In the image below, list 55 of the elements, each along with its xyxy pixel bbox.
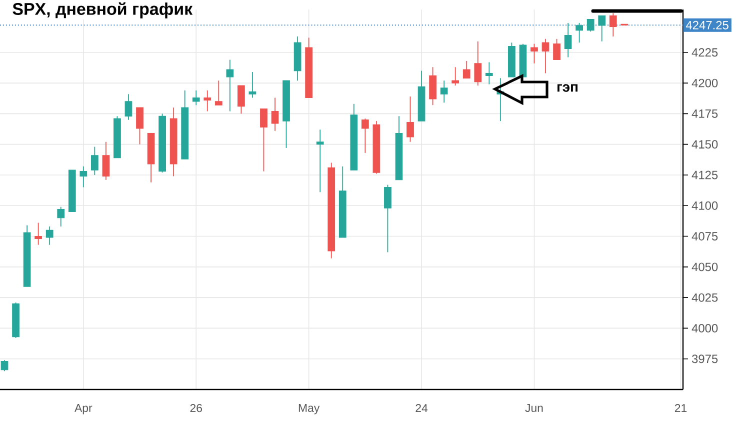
candlestick: [485, 62, 493, 85]
candlestick: [576, 22, 583, 44]
y-tick-label: 3975: [692, 354, 718, 364]
x-tick-label: May: [298, 404, 320, 414]
candlestick: [226, 59, 234, 112]
candlestick: [474, 40, 482, 86]
candlestick: [204, 90, 212, 112]
y-tick-label: 4025: [692, 293, 718, 302]
candlestick: [316, 129, 324, 193]
x-tick-label: 26: [190, 404, 202, 412]
candlestick: [553, 38, 560, 60]
y-tick-label: 4200: [692, 78, 718, 88]
candlestick: [452, 66, 460, 86]
candlestick: [124, 94, 132, 120]
candlestick: [542, 38, 550, 74]
annotation: гэп: [557, 84, 578, 92]
x-tick-label: Jun: [525, 404, 543, 412]
candlestick: [136, 107, 144, 145]
candlestick: [214, 80, 222, 106]
candlestick: [429, 66, 436, 106]
candlestick: [46, 226, 54, 246]
y-tick-label: 4000: [692, 324, 718, 332]
candlestick: [361, 118, 369, 154]
candlestick: [34, 222, 42, 246]
y-tick-label: 4125: [692, 170, 718, 180]
candlestick: [90, 146, 98, 176]
y-tick-label: 4225: [692, 48, 718, 57]
y-tick-label: 4075: [692, 232, 718, 240]
candlestick: [406, 96, 414, 142]
candlestick: [271, 97, 279, 132]
candlestick: [248, 72, 256, 98]
candlestick: [384, 184, 392, 253]
candlestick: [609, 12, 617, 37]
candlestick: [57, 206, 65, 227]
candlestick: [102, 141, 110, 180]
x-tick-label: 24: [416, 404, 428, 412]
candlestick: [598, 15, 606, 42]
candlestick: [80, 166, 88, 188]
y-tick-label: 4050: [692, 262, 718, 272]
candlestick: [238, 85, 245, 114]
x-tick-label: Apr: [74, 404, 92, 414]
candlestick: [564, 22, 572, 58]
candlestick: [586, 18, 594, 32]
ref-line-label: 4247.25: [686, 20, 728, 30]
candlestick: [440, 80, 448, 104]
candlestick: [0, 360, 8, 372]
candlestick: [260, 108, 268, 172]
chart-title: SPX, дневной график: [12, 2, 193, 18]
y-tick-label: 4100: [692, 201, 718, 210]
x-tick-label: 21: [674, 404, 687, 412]
y-tick-label: 4150: [692, 140, 718, 149]
candlestick: [530, 43, 538, 64]
candlestick: [192, 90, 200, 106]
y-tick-label: 4175: [692, 110, 718, 118]
candlestick: [462, 60, 470, 79]
